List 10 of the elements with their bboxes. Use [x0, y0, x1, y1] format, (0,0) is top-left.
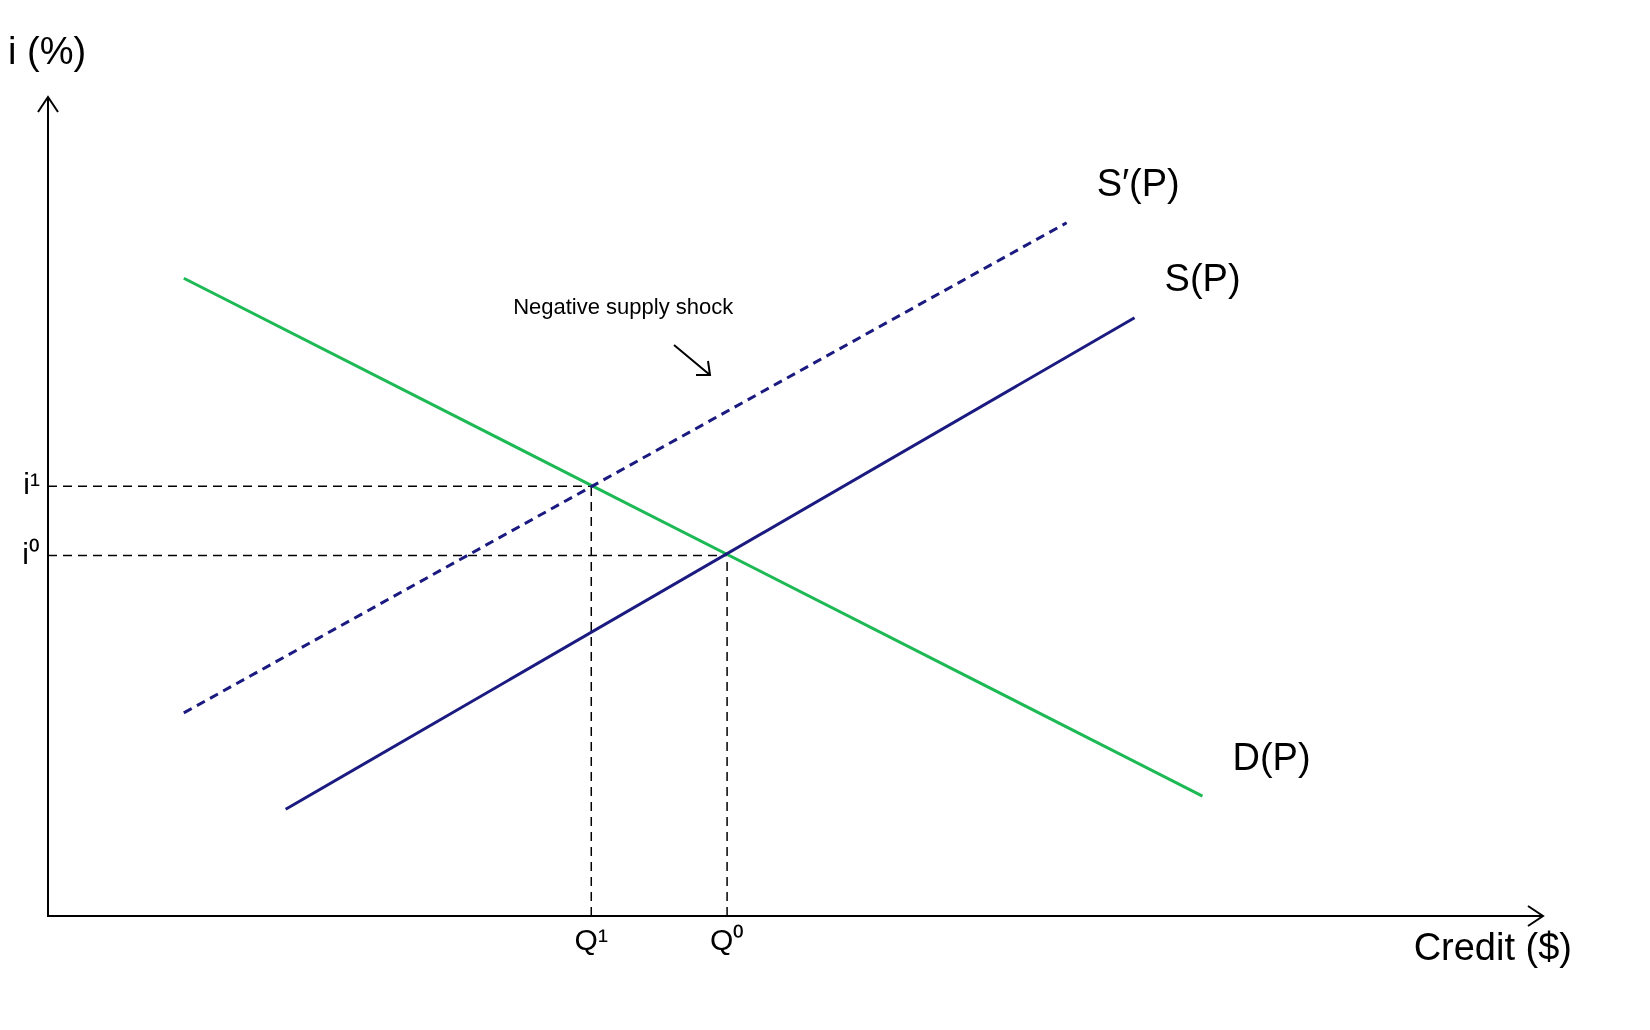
y-axis-title: i (%)	[8, 30, 87, 73]
series-label: D(P)	[1232, 735, 1311, 778]
series-label: S(P)	[1164, 257, 1241, 300]
series-label: S′(P)	[1096, 162, 1180, 205]
x-tick-label: Q¹	[574, 923, 608, 957]
annotation: Negative supply shock	[513, 293, 735, 319]
ref-line-label: i¹	[23, 467, 41, 501]
ref-line-label: i⁰	[22, 536, 40, 570]
x-axis-title: Credit ($)	[1413, 926, 1572, 969]
x-tick-label: Q⁰	[709, 923, 745, 957]
